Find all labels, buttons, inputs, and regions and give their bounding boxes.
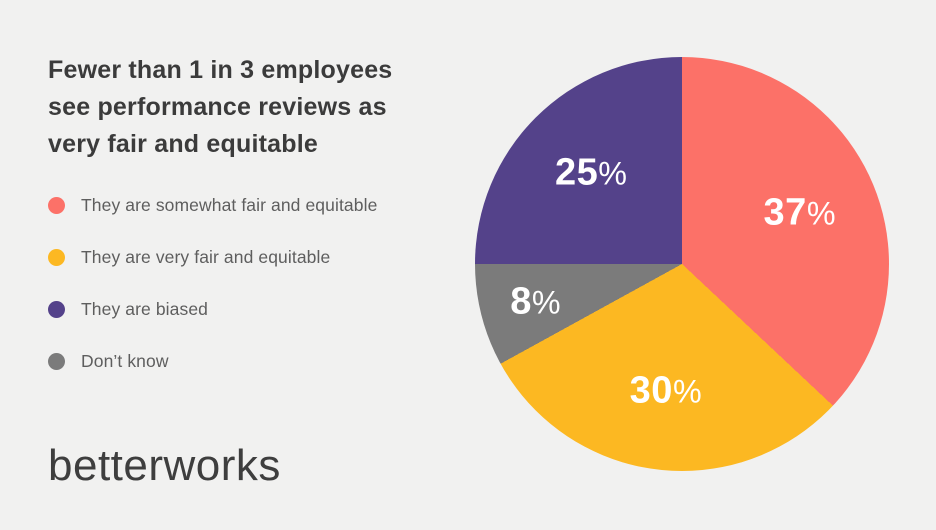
pie-chart: 37% 30% 8% 25% [475, 57, 889, 471]
pie-slice-value: 25 [554, 151, 599, 194]
chart-title: Fewer than 1 in 3 employees see performa… [48, 56, 393, 158]
legend: They are somewhat fair and equitable The… [48, 195, 377, 403]
pie-slice-value: 37 [763, 191, 807, 234]
pie-slice-label: 8% [510, 280, 561, 323]
percent-sign: % [806, 195, 837, 232]
legend-item-label: They are very fair and equitable [81, 246, 331, 267]
legend-item-label: They are biased [81, 298, 208, 319]
percent-sign: % [598, 155, 628, 192]
pie-slice-label: 25% [555, 152, 628, 195]
pie-slice-value: 8 [510, 280, 532, 323]
betterworks-logo: betterworks [48, 441, 281, 490]
legend-item: Don’t know [48, 351, 377, 371]
legend-item: They are somewhat fair and equitable [48, 195, 377, 215]
pie-slice-label: 30% [630, 370, 703, 413]
pie-slice-label: 37% [764, 192, 837, 235]
legend-item: They are very fair and equitable [48, 247, 377, 267]
legend-item: They are biased [48, 299, 377, 319]
legend-dot-gray-icon [48, 352, 65, 370]
legend-item-label: They are somewhat fair and equitable [81, 194, 378, 215]
legend-dot-yellow-icon [48, 248, 65, 266]
percent-sign: % [531, 284, 562, 321]
legend-dot-coral-icon [48, 196, 65, 214]
percent-sign: % [672, 373, 703, 410]
legend-item-label: Don’t know [81, 350, 169, 371]
legend-dot-purple-icon [48, 300, 65, 318]
pie-slice-value: 30 [629, 369, 673, 412]
